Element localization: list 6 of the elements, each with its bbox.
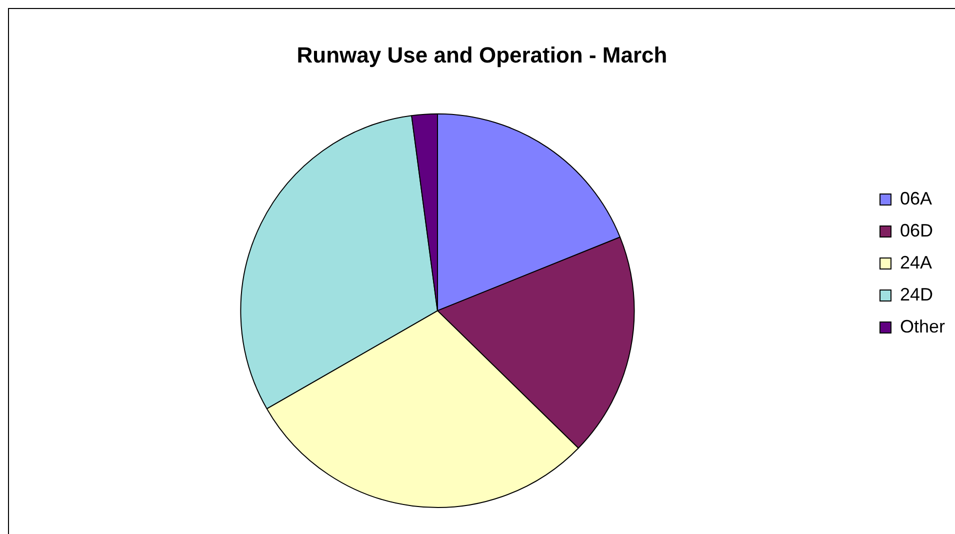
legend-label: 06D — [900, 220, 934, 240]
chart-title: Runway Use and Operation - March — [296, 42, 668, 68]
legend-label: 24D — [900, 284, 934, 304]
legend-label: 24A — [900, 252, 932, 272]
legend-label: 06A — [900, 188, 932, 208]
legend-label: Other — [900, 316, 946, 336]
